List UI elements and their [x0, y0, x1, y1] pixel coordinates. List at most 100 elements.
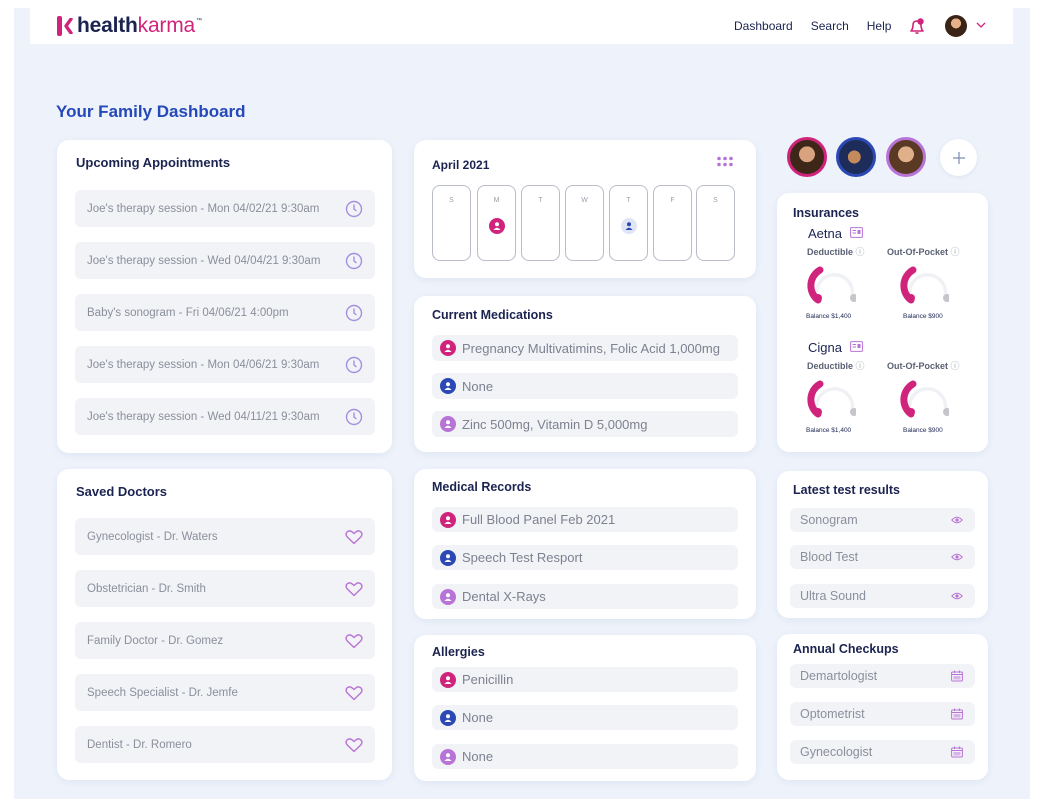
- medication-item[interactable]: None: [432, 373, 738, 399]
- appointment-item[interactable]: Joe's therapy session - Mon 04/06/21 9:3…: [75, 346, 375, 383]
- page-title: Your Family Dashboard: [56, 102, 246, 121]
- grid-menu-icon[interactable]: [716, 156, 734, 167]
- family-member-avatar[interactable]: [886, 137, 926, 177]
- add-member-button[interactable]: [940, 139, 977, 176]
- family-member-avatar[interactable]: [836, 137, 876, 177]
- id-card-icon[interactable]: [850, 341, 863, 352]
- nav-search[interactable]: Search: [810, 19, 849, 33]
- calendar-day-sun[interactable]: S: [432, 185, 471, 261]
- test-result-text: Blood Test: [800, 550, 859, 564]
- doctor-text: Family Doctor - Dr. Gomez: [87, 634, 224, 647]
- person-icon: [440, 588, 456, 605]
- heart-icon[interactable]: [345, 685, 363, 701]
- deductible-balance: Balance $1,400: [806, 313, 852, 320]
- person-icon: [440, 378, 456, 394]
- nav-help[interactable]: Help: [866, 19, 892, 33]
- medication-text: Pregnancy Multivatimins, Folic Acid 1,00…: [462, 340, 720, 356]
- calendar-day-mon[interactable]: M: [477, 185, 516, 261]
- clock-icon: [345, 356, 363, 373]
- calendar-day-thu[interactable]: T: [609, 185, 648, 261]
- person-icon: [440, 549, 456, 566]
- logo[interactable]: healthkarma ™: [57, 14, 202, 38]
- allergy-text: Penicillin: [462, 672, 514, 687]
- person-icon: [440, 709, 456, 726]
- doctor-item[interactable]: Dentist - Dr. Romero: [75, 726, 375, 763]
- record-item[interactable]: Dental X-Rays: [432, 584, 738, 609]
- day-label: S: [713, 197, 718, 204]
- allergy-item[interactable]: Penicillin: [432, 667, 738, 692]
- eye-icon[interactable]: [951, 592, 963, 600]
- top-navbar: healthkarma ™ Dashboard Search Help: [30, 8, 1013, 44]
- heart-icon[interactable]: [345, 581, 363, 597]
- records-title: Medical Records: [432, 480, 532, 494]
- person-icon: [440, 671, 456, 688]
- heart-icon[interactable]: [345, 737, 363, 753]
- nav-dashboard[interactable]: Dashboard: [734, 19, 793, 33]
- test-result-item[interactable]: Blood Test: [790, 545, 975, 569]
- appointment-text: Joe's therapy session - Wed 04/11/21 9:3…: [87, 410, 320, 423]
- doctor-item[interactable]: Speech Specialist - Dr. Jemfe: [75, 674, 375, 711]
- checkup-item[interactable]: Optometrist: [790, 702, 975, 726]
- calendar-icon[interactable]: [951, 670, 963, 682]
- doctor-text: Speech Specialist - Dr. Jemfe: [87, 686, 238, 699]
- chevron-down-icon[interactable]: [976, 22, 986, 29]
- heart-icon[interactable]: [345, 633, 363, 649]
- medication-item[interactable]: Zinc 500mg, Vitamin D 5,000mg: [432, 411, 738, 437]
- appointment-text: Joe's therapy session - Mon 04/02/21 9:3…: [87, 202, 320, 215]
- event-marker-blue[interactable]: [620, 218, 637, 234]
- appointment-item[interactable]: Joe's therapy session - Wed 04/11/21 9:3…: [75, 398, 375, 435]
- tests-title: Latest test results: [793, 483, 900, 497]
- appointments-title: Upcoming Appointments: [76, 155, 231, 170]
- user-avatar[interactable]: [945, 15, 967, 37]
- medication-item[interactable]: Pregnancy Multivatimins, Folic Acid 1,00…: [432, 335, 738, 361]
- event-marker-pink[interactable]: [488, 218, 505, 234]
- appointment-item[interactable]: Joe's therapy session - Mon 04/02/21 9:3…: [75, 190, 375, 227]
- doctor-text: Gynecologist - Dr. Waters: [87, 530, 218, 543]
- allergy-item[interactable]: None: [432, 744, 738, 769]
- calendar-day-wed[interactable]: W: [565, 185, 604, 261]
- record-item[interactable]: Speech Test Resport: [432, 545, 738, 570]
- calendar-icon[interactable]: [951, 708, 963, 720]
- medications-title: Current Medications: [432, 308, 553, 322]
- doctor-item[interactable]: Family Doctor - Dr. Gomez: [75, 622, 375, 659]
- person-icon: [440, 340, 456, 356]
- deductible-label: Deductible ⓘ: [807, 247, 865, 257]
- checkup-item[interactable]: Demartologist: [790, 664, 975, 688]
- doctor-text: Obstetrician - Dr. Smith: [87, 582, 206, 595]
- calendar-icon[interactable]: [951, 746, 963, 758]
- calendar-day-tue[interactable]: T: [521, 185, 560, 261]
- id-card-icon[interactable]: [850, 227, 863, 238]
- calendar-day-fri[interactable]: F: [653, 185, 692, 261]
- deductible-gauge: [807, 266, 856, 304]
- test-result-item[interactable]: Sonogram: [790, 508, 975, 532]
- checkup-item[interactable]: Gynecologist: [790, 740, 975, 764]
- allergy-item[interactable]: None: [432, 705, 738, 730]
- logo-trademark: ™: [196, 18, 203, 24]
- family-member-avatar[interactable]: [787, 137, 827, 177]
- test-result-item[interactable]: Ultra Sound: [790, 584, 975, 608]
- doctor-item[interactable]: Gynecologist - Dr. Waters: [75, 518, 375, 555]
- doctor-item[interactable]: Obstetrician - Dr. Smith: [75, 570, 375, 607]
- calendar-title: April 2021: [432, 158, 490, 172]
- checkup-text: Optometrist: [800, 707, 865, 721]
- day-label: F: [670, 197, 675, 204]
- doctor-text: Dentist - Dr. Romero: [87, 738, 192, 751]
- clock-icon: [345, 252, 363, 269]
- day-label: T: [626, 197, 631, 204]
- logo-mark-icon: [57, 15, 73, 37]
- medication-text: Zinc 500mg, Vitamin D 5,000mg: [462, 416, 648, 432]
- calendar-day-sat[interactable]: S: [696, 185, 735, 261]
- notification-bell-icon[interactable]: [908, 17, 926, 35]
- record-item[interactable]: Full Blood Panel Feb 2021: [432, 507, 738, 532]
- eye-icon[interactable]: [951, 516, 963, 524]
- person-icon: [440, 511, 456, 528]
- heart-icon[interactable]: [345, 529, 363, 545]
- checkup-text: Demartologist: [800, 669, 878, 683]
- medication-text: None: [462, 378, 494, 394]
- appointment-item[interactable]: Joe's therapy session - Wed 04/04/21 9:3…: [75, 242, 375, 279]
- appointment-item[interactable]: Baby's sonogram - Fri 04/06/21 4:00pm: [75, 294, 375, 331]
- checkups-title: Annual Checkups: [793, 642, 899, 656]
- eye-icon[interactable]: [951, 553, 963, 561]
- allergies-title: Allergies: [432, 645, 485, 659]
- out-of-pocket-balance: Balance $900: [903, 427, 943, 434]
